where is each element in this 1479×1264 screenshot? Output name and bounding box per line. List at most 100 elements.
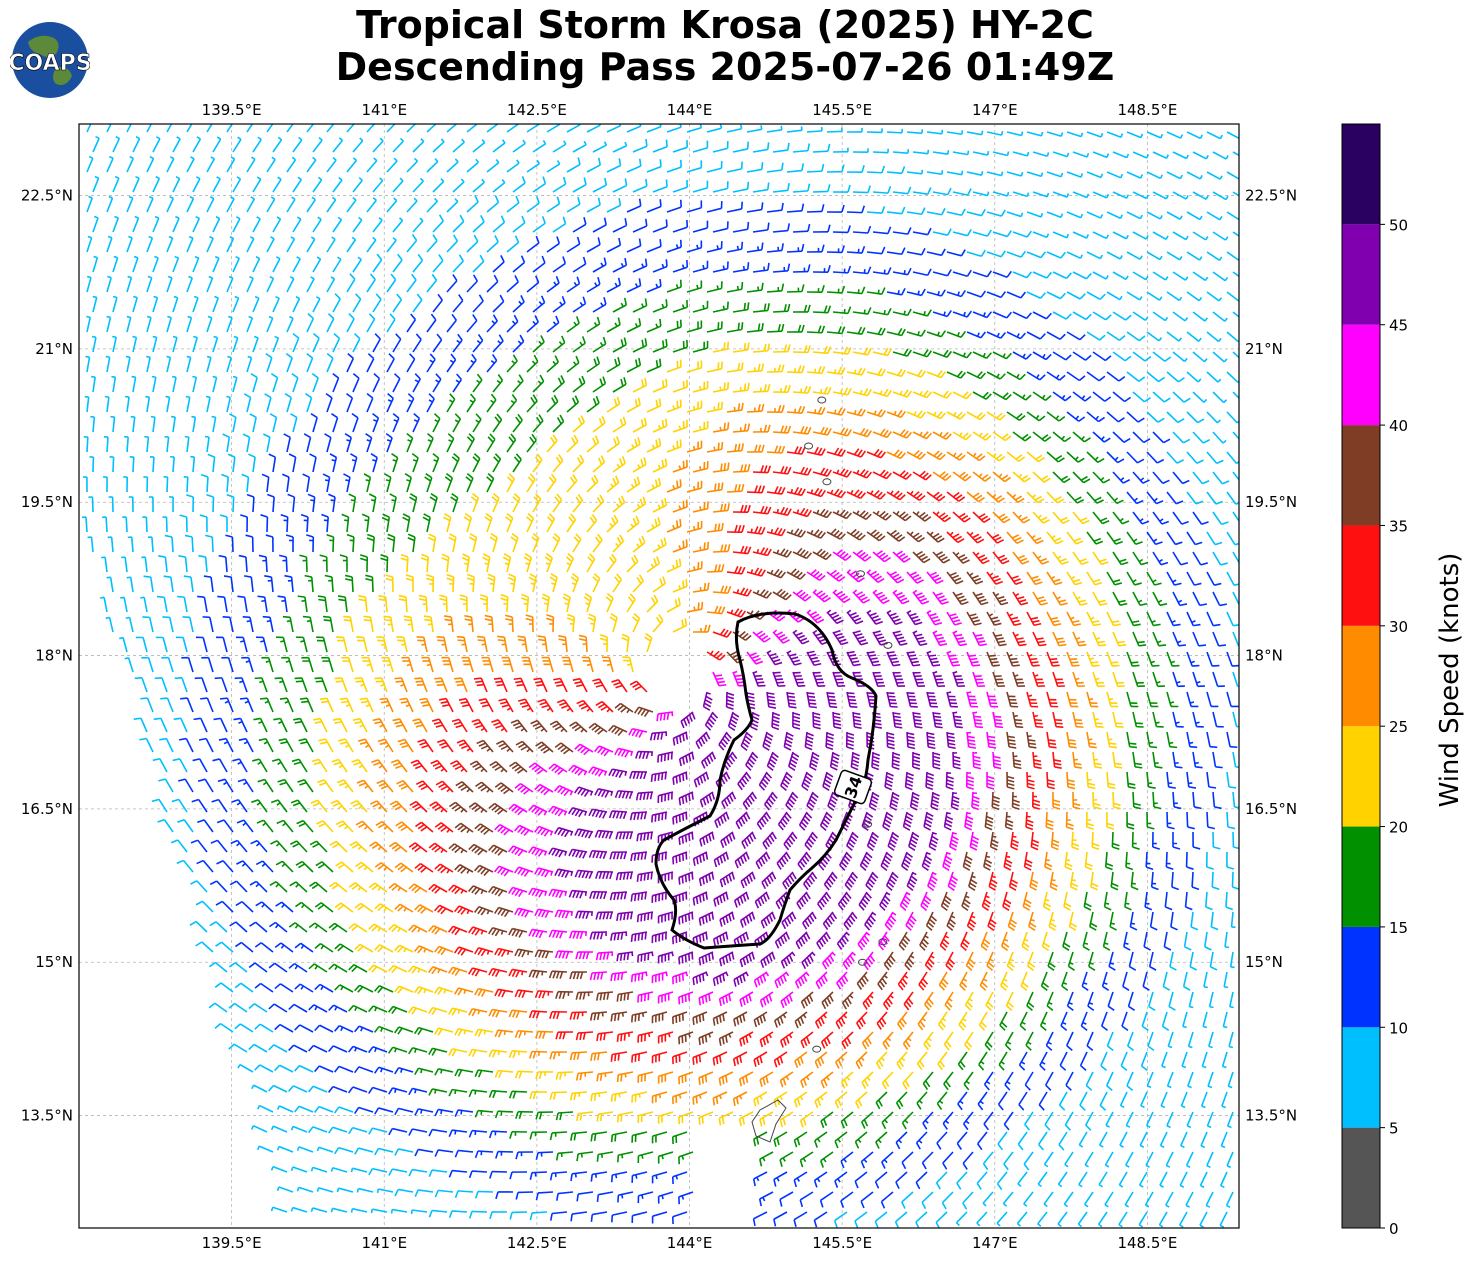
barb-staff [145,516,148,533]
barb-staff [1106,211,1121,220]
barb-staff [532,262,546,273]
wind-barb [186,124,193,133]
barb-half-feather [101,556,106,559]
barb-half-feather [415,119,418,122]
barb-feather [661,420,665,428]
barb-staff [272,139,283,153]
wind-barb [406,119,418,133]
wind-barb [1132,191,1149,200]
barb-feather [658,358,662,367]
chart-title: Tropical Storm Krosa (2025) HY-2C Descen… [0,4,1450,88]
barb-staff [472,181,485,193]
wind-barb [652,219,668,233]
barb-staff [806,210,823,213]
barb-staff [706,247,722,253]
wind-barb [1046,131,1064,138]
barb-feather [821,244,825,253]
barb-staff [732,188,748,193]
wind-barb [706,124,723,133]
barb-staff [892,151,909,155]
barb-half-feather [1139,214,1143,220]
barb-feather [682,580,685,588]
barb-half-feather [834,369,837,374]
barb-half-feather [130,117,134,119]
barb-feather [946,269,952,277]
wind-barb [712,221,729,233]
barb-half-feather [454,198,459,203]
barb-half-feather [1199,175,1203,180]
wind-barb [92,135,100,153]
wind-barb [352,216,363,233]
barb-feather [452,234,459,242]
barb-half-feather [770,529,774,534]
barb-staff [232,218,241,233]
barb-staff [552,183,567,193]
wind-barb [612,178,628,193]
wind-barb [172,176,181,193]
barb-half-feather [739,124,743,129]
barb-staff [526,242,540,253]
wind-barb [272,176,282,193]
barb-staff [526,202,540,213]
wind-barb [886,128,904,134]
barb-half-feather [236,176,241,180]
barb-half-feather [1080,132,1084,137]
barb-half-feather [133,295,138,299]
barb-half-feather [481,138,486,144]
barb-half-feather [1225,155,1229,160]
barb-staff [332,139,344,153]
barb-staff [586,124,601,133]
barb-feather [737,322,740,331]
barb-staff [132,138,141,153]
barb-half-feather [337,216,342,221]
barb-staff [252,178,262,193]
wind-barb [132,175,140,193]
wind-barb [906,207,926,216]
barb-feather [781,202,784,211]
wind-barb [672,139,689,153]
wind-barb [172,215,180,233]
barb-staff [1106,251,1121,260]
wind-barb [866,246,886,255]
barb-feather [743,302,747,311]
barb-staff [266,159,276,173]
wind-barb [272,216,282,233]
barb-half-feather [1185,195,1189,200]
barb-half-feather [372,197,377,201]
wind-barb [572,217,587,233]
barb-staff [806,170,823,173]
wind-barb [126,155,135,173]
wind-barb [866,165,886,174]
barb-half-feather [229,236,234,240]
barb-staff [106,436,109,453]
barb-staff [912,191,928,195]
barb-staff [952,231,968,237]
barb-feather [1000,250,1007,258]
barb-staff [106,237,113,253]
barb-half-feather [317,216,322,221]
barb-half-feather [1099,254,1103,260]
barb-feather [500,215,506,223]
barb-staff [126,158,135,173]
wind-barb [646,124,662,133]
wind-barb [712,181,729,193]
barb-staff [572,223,587,233]
barb-staff [732,148,748,153]
wind-barb [606,237,622,253]
barb-half-feather [699,546,702,551]
barb-staff [152,138,161,153]
wind-barb [806,244,825,253]
wind-barb [332,256,342,273]
barb-feather [861,165,865,173]
barb-staff [466,201,479,213]
wind-barb [512,139,526,153]
barb-staff [986,211,1002,217]
wind-barb [946,130,964,136]
wind-barb [986,209,1006,217]
wind-barb [686,240,703,253]
barb-feather [685,579,688,587]
barb-half-feather [1060,132,1064,137]
wind-barb [1226,171,1239,180]
wind-barb [452,178,465,193]
wind-barb [172,255,180,273]
